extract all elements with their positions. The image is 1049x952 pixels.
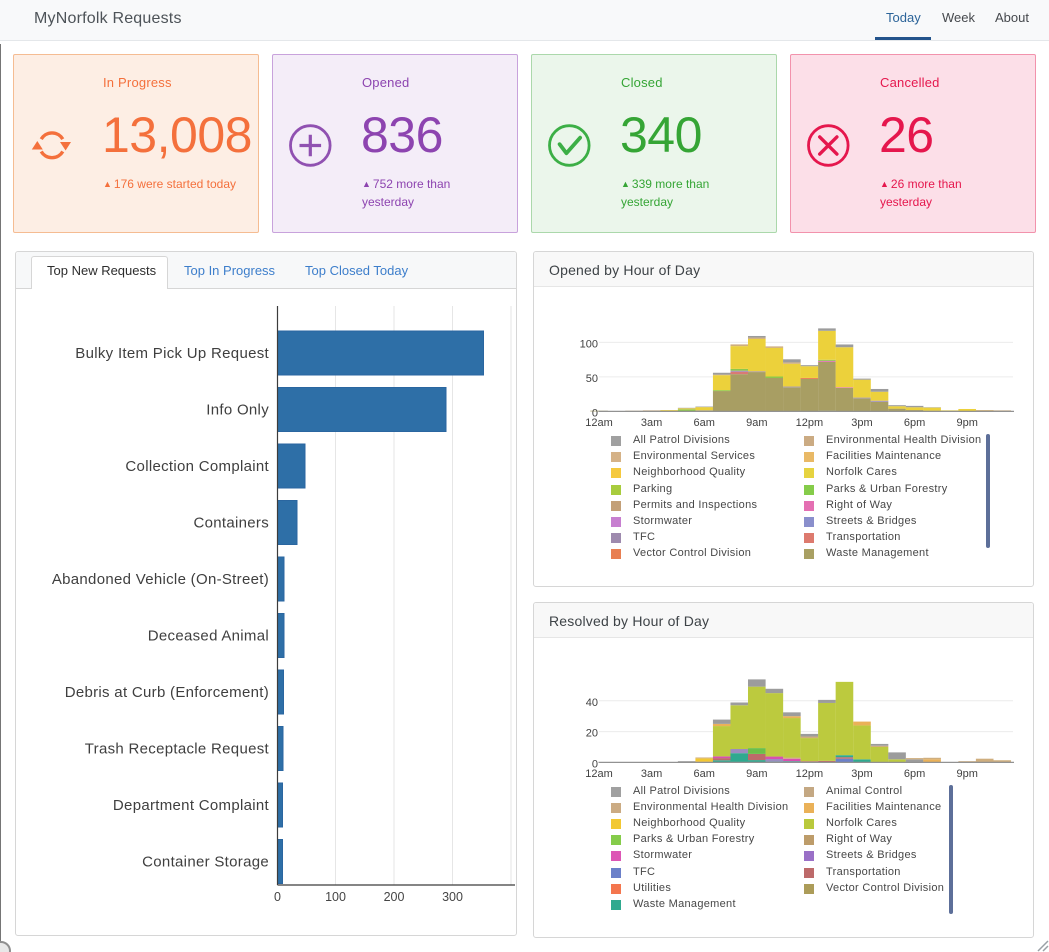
svg-text:12pm: 12pm: [796, 768, 824, 780]
svg-text:20: 20: [586, 728, 598, 740]
svg-text:6pm: 6pm: [904, 417, 925, 429]
svg-text:Abandoned Vehicle (On-Street): Abandoned Vehicle (On-Street): [52, 571, 269, 588]
svg-text:9pm: 9pm: [956, 417, 977, 429]
svg-text:9pm: 9pm: [956, 768, 977, 780]
svg-text:3am: 3am: [641, 768, 662, 780]
svg-text:12pm: 12pm: [796, 417, 824, 429]
svg-text:3am: 3am: [641, 417, 662, 429]
svg-text:6pm: 6pm: [904, 768, 925, 780]
svg-text:Info Only: Info Only: [206, 402, 269, 419]
svg-text:Debris at Curb (Enforcement): Debris at Curb (Enforcement): [65, 684, 269, 701]
svg-text:Container Storage: Container Storage: [142, 854, 269, 871]
svg-text:Deceased Animal: Deceased Animal: [148, 628, 269, 645]
svg-text:6am: 6am: [693, 417, 714, 429]
svg-text:300: 300: [442, 890, 463, 904]
svg-text:200: 200: [384, 890, 405, 904]
svg-text:0: 0: [592, 407, 598, 419]
svg-text:Collection Complaint: Collection Complaint: [125, 458, 269, 475]
svg-text:12am: 12am: [585, 417, 613, 429]
svg-text:100: 100: [325, 890, 346, 904]
svg-text:Containers: Containers: [193, 515, 269, 532]
svg-text:9am: 9am: [746, 768, 767, 780]
svg-text:Trash Receptacle Request: Trash Receptacle Request: [85, 741, 270, 758]
svg-text:12am: 12am: [585, 768, 613, 780]
svg-text:Bulky Item Pick Up Request: Bulky Item Pick Up Request: [75, 345, 269, 362]
svg-text:6am: 6am: [693, 768, 714, 780]
svg-text:3pm: 3pm: [851, 417, 872, 429]
svg-text:3pm: 3pm: [851, 768, 872, 780]
svg-text:100: 100: [580, 338, 598, 350]
svg-text:50: 50: [586, 373, 598, 385]
svg-text:0: 0: [274, 890, 281, 904]
svg-text:40: 40: [586, 697, 598, 709]
svg-text:Department Complaint: Department Complaint: [113, 797, 270, 814]
svg-text:9am: 9am: [746, 417, 767, 429]
svg-text:0: 0: [592, 758, 598, 770]
